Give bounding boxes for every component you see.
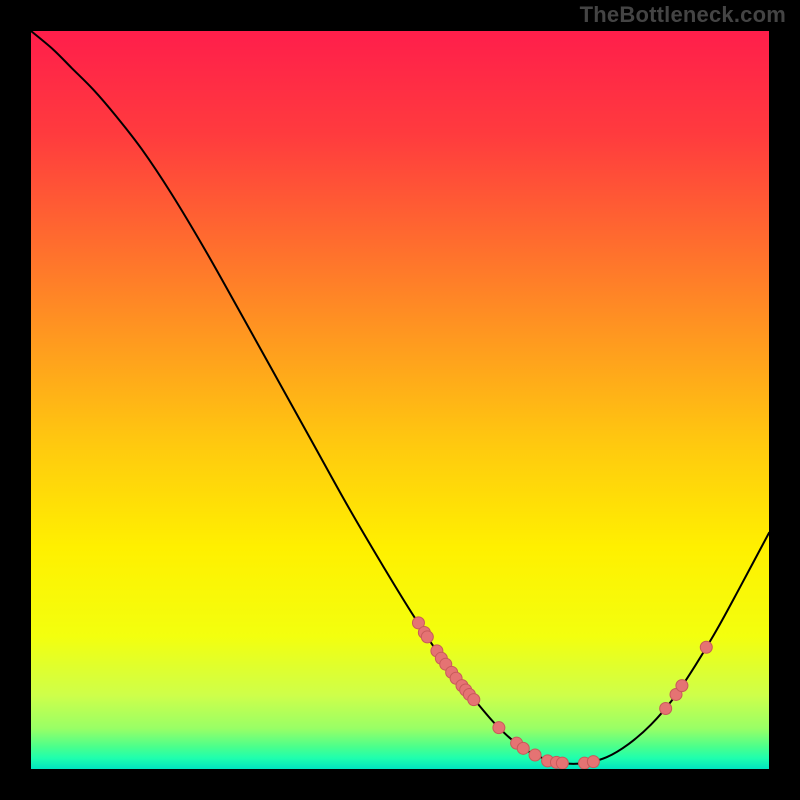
- scatter-point: [660, 702, 672, 714]
- scatter-point: [421, 631, 433, 643]
- watermark-text: TheBottleneck.com: [580, 2, 786, 28]
- plot-svg: [31, 31, 769, 769]
- scatter-point: [468, 694, 480, 706]
- scatter-point: [556, 757, 568, 769]
- scatter-point: [700, 641, 712, 653]
- scatter-point: [587, 756, 599, 768]
- scatter-point: [676, 680, 688, 692]
- scatter-point: [493, 722, 505, 734]
- plot-area: [31, 31, 769, 769]
- scatter-point: [517, 742, 529, 754]
- chart-canvas: TheBottleneck.com: [0, 0, 800, 800]
- scatter-point: [529, 749, 541, 761]
- gradient-background: [31, 31, 769, 769]
